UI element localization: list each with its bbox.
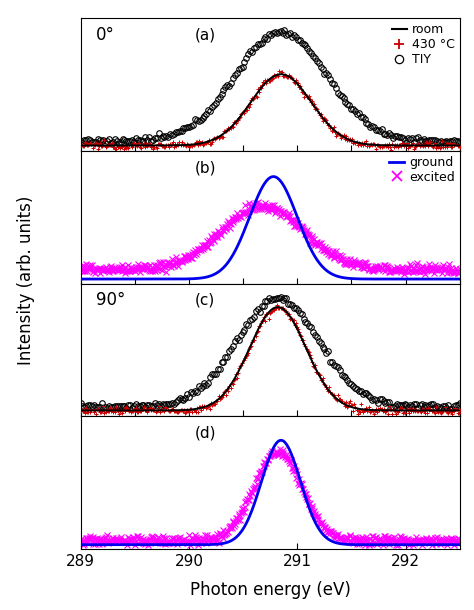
Text: (b): (b) [194, 160, 216, 175]
Text: 0°: 0° [96, 26, 115, 43]
Text: (a): (a) [194, 27, 216, 43]
Text: (c): (c) [194, 293, 215, 308]
Legend: ground, excited: ground, excited [388, 155, 456, 185]
Text: Intensity (arb. units): Intensity (arb. units) [17, 196, 35, 365]
Text: (d): (d) [194, 426, 216, 440]
Text: Photon energy (eV): Photon energy (eV) [190, 581, 351, 599]
Text: 90°: 90° [96, 291, 125, 309]
Legend: room, 430 °C, TIY: room, 430 °C, TIY [391, 22, 456, 67]
